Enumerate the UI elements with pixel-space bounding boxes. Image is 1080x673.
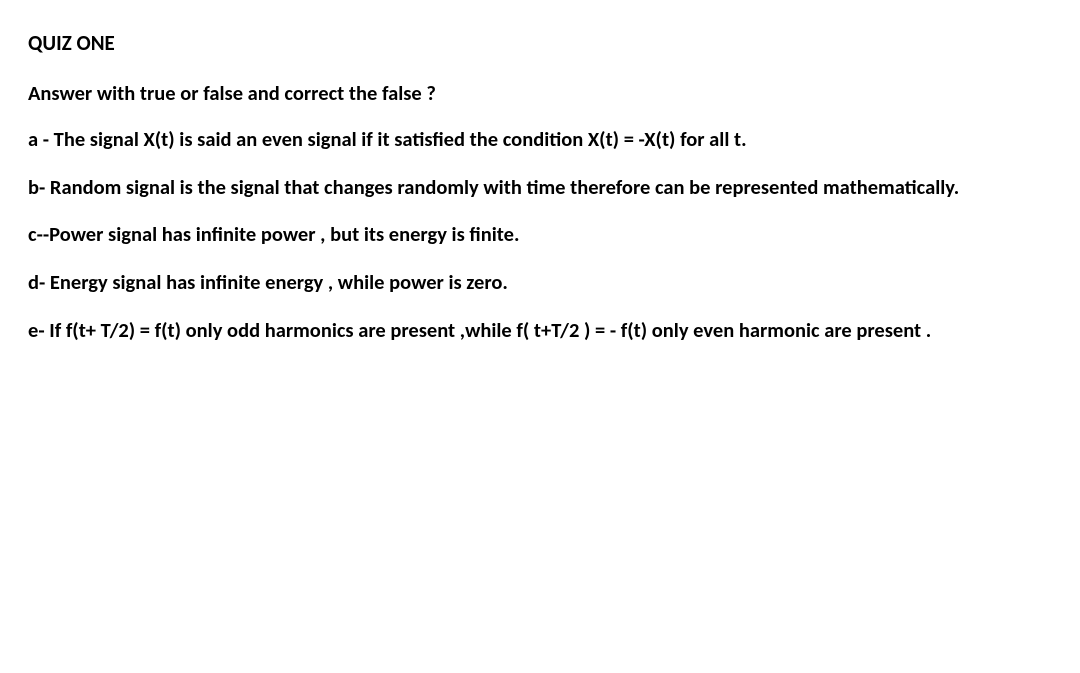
question-b: b- Random signal is the signal that chan…: [28, 174, 1052, 202]
question-d: d- Energy signal has infinite energy , w…: [28, 269, 1052, 297]
question-a: a - The signal X(t) is said an even sign…: [28, 126, 1052, 154]
question-e: e- If f(t+ T/2) = f(t) only odd harmonic…: [28, 317, 1052, 345]
quiz-page: QUIZ ONE Answer with true or false and c…: [0, 0, 1080, 673]
quiz-instruction: Answer with true or false and correct th…: [28, 80, 1052, 106]
content-area: QUIZ ONE Answer with true or false and c…: [28, 30, 1052, 344]
page-title: QUIZ ONE: [28, 30, 1052, 56]
question-c: c--Power signal has infinite power , but…: [28, 221, 1052, 249]
